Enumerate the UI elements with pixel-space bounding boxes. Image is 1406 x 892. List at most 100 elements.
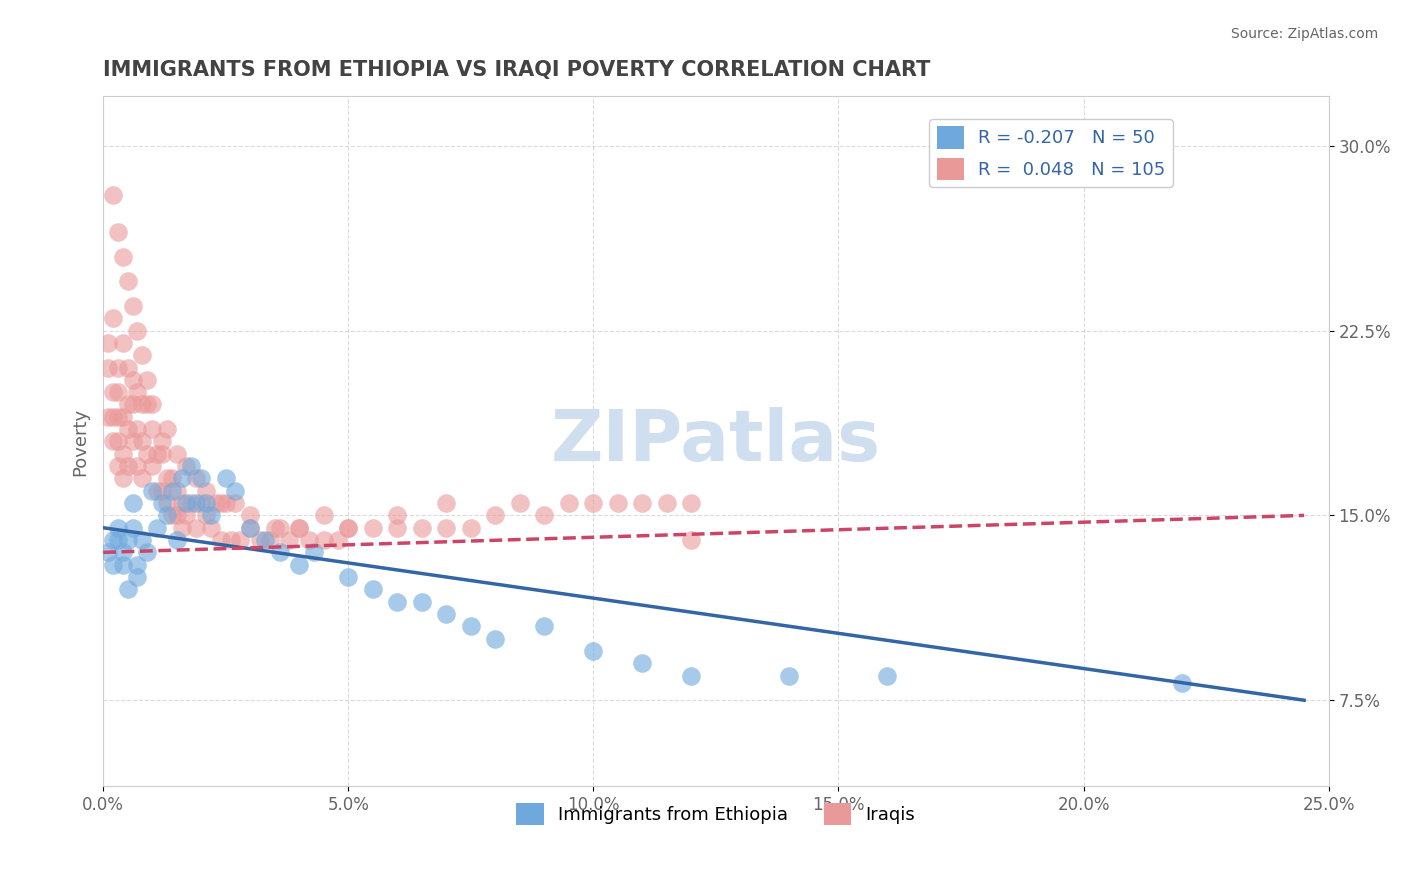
Point xyxy=(111,558,134,572)
Point xyxy=(681,496,703,510)
Point xyxy=(533,619,555,633)
Point xyxy=(337,521,360,535)
Point xyxy=(215,496,238,510)
Point xyxy=(111,335,134,350)
Point xyxy=(249,533,271,547)
Point xyxy=(631,657,654,671)
Point xyxy=(150,483,173,498)
Point xyxy=(533,508,555,523)
Point xyxy=(170,496,193,510)
Point xyxy=(127,422,149,436)
Point xyxy=(387,594,409,608)
Point xyxy=(97,545,120,559)
Point xyxy=(1170,676,1192,690)
Point xyxy=(101,385,124,400)
Point xyxy=(288,521,311,535)
Point xyxy=(150,434,173,449)
Point xyxy=(131,348,153,362)
Point xyxy=(434,521,457,535)
Point xyxy=(121,397,143,411)
Point xyxy=(200,508,222,523)
Point xyxy=(97,409,120,424)
Point xyxy=(253,533,276,547)
Point xyxy=(269,545,291,559)
Point xyxy=(166,483,188,498)
Point xyxy=(136,397,159,411)
Point xyxy=(107,521,129,535)
Point xyxy=(509,496,531,510)
Point xyxy=(876,668,898,682)
Point xyxy=(121,434,143,449)
Point xyxy=(224,496,246,510)
Point xyxy=(361,521,384,535)
Point xyxy=(121,373,143,387)
Point xyxy=(387,521,409,535)
Point xyxy=(101,409,124,424)
Point xyxy=(259,533,281,547)
Point xyxy=(117,274,139,288)
Y-axis label: Poverty: Poverty xyxy=(72,408,89,475)
Point xyxy=(127,570,149,584)
Point xyxy=(176,459,198,474)
Point xyxy=(582,496,605,510)
Point xyxy=(269,521,291,535)
Point xyxy=(166,508,188,523)
Point xyxy=(195,483,218,498)
Point xyxy=(156,508,179,523)
Point xyxy=(190,496,212,510)
Point xyxy=(136,545,159,559)
Point xyxy=(107,409,129,424)
Text: ZIPatlas: ZIPatlas xyxy=(551,407,882,476)
Point xyxy=(160,508,183,523)
Point xyxy=(631,496,654,510)
Point xyxy=(361,582,384,597)
Point xyxy=(101,311,124,326)
Point xyxy=(288,558,311,572)
Point xyxy=(460,619,482,633)
Point xyxy=(337,570,360,584)
Point xyxy=(150,447,173,461)
Point xyxy=(434,607,457,621)
Point xyxy=(205,496,228,510)
Point xyxy=(107,360,129,375)
Point xyxy=(186,496,208,510)
Text: IMMIGRANTS FROM ETHIOPIA VS IRAQI POVERTY CORRELATION CHART: IMMIGRANTS FROM ETHIOPIA VS IRAQI POVERT… xyxy=(103,60,931,79)
Point xyxy=(484,508,506,523)
Point xyxy=(263,521,285,535)
Point xyxy=(582,644,605,658)
Point xyxy=(180,459,202,474)
Point xyxy=(127,459,149,474)
Point xyxy=(117,533,139,547)
Point xyxy=(131,471,153,485)
Point xyxy=(288,521,311,535)
Point xyxy=(219,533,242,547)
Legend: Immigrants from Ethiopia, Iraqis: Immigrants from Ethiopia, Iraqis xyxy=(509,797,922,832)
Point xyxy=(107,385,129,400)
Point xyxy=(117,397,139,411)
Point xyxy=(136,373,159,387)
Point xyxy=(606,496,628,510)
Point xyxy=(200,521,222,535)
Point xyxy=(328,533,350,547)
Point xyxy=(298,533,321,547)
Point xyxy=(141,483,163,498)
Point xyxy=(180,496,202,510)
Point xyxy=(107,459,129,474)
Point xyxy=(302,545,325,559)
Point xyxy=(117,459,139,474)
Point xyxy=(146,447,169,461)
Point xyxy=(209,533,232,547)
Point xyxy=(97,335,120,350)
Point xyxy=(121,521,143,535)
Point xyxy=(101,188,124,202)
Point xyxy=(107,225,129,239)
Point xyxy=(146,483,169,498)
Point xyxy=(778,668,800,682)
Point xyxy=(101,558,124,572)
Point xyxy=(484,632,506,646)
Point xyxy=(127,385,149,400)
Point xyxy=(176,496,198,510)
Point xyxy=(1294,816,1316,830)
Point xyxy=(101,434,124,449)
Point xyxy=(681,533,703,547)
